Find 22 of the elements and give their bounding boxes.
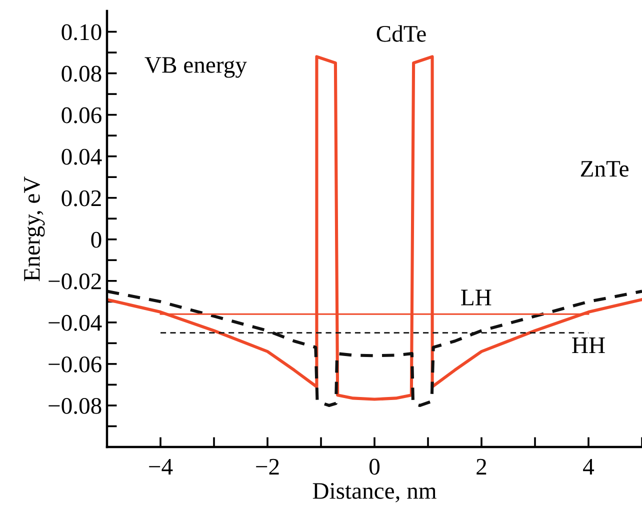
annotation: VB energy: [144, 57, 247, 78]
y-tick-label: 0.06: [62, 107, 102, 124]
annotation: ZnTe: [580, 161, 628, 177]
y-tick-label: −0.04: [48, 314, 102, 331]
x-tick-label: 0: [369, 458, 380, 475]
y-tick-label: 0.04: [62, 148, 102, 165]
series-label: HH: [572, 338, 605, 354]
series-label: LH: [461, 290, 492, 306]
y-tick-label: −0.08: [48, 398, 102, 414]
x-tick-label: −2: [256, 458, 279, 474]
annotation: CdTe: [376, 25, 426, 42]
x-tick-label: −4: [149, 458, 173, 474]
x-tick-label: 4: [583, 458, 594, 474]
y-tick-label: 0: [91, 232, 102, 248]
y-tick-label: 0.02: [62, 190, 101, 206]
y-tick-label: −0.06: [48, 356, 102, 372]
y-tick-label: 0.10: [62, 24, 102, 40]
x-axis-title: Distance, nm: [312, 483, 436, 502]
y-tick-label: 0.08: [62, 66, 102, 82]
y-axis-title: Energy, eV: [24, 176, 45, 282]
x-tick-label: 2: [476, 458, 486, 474]
y-tick-label: −0.02: [48, 273, 101, 290]
